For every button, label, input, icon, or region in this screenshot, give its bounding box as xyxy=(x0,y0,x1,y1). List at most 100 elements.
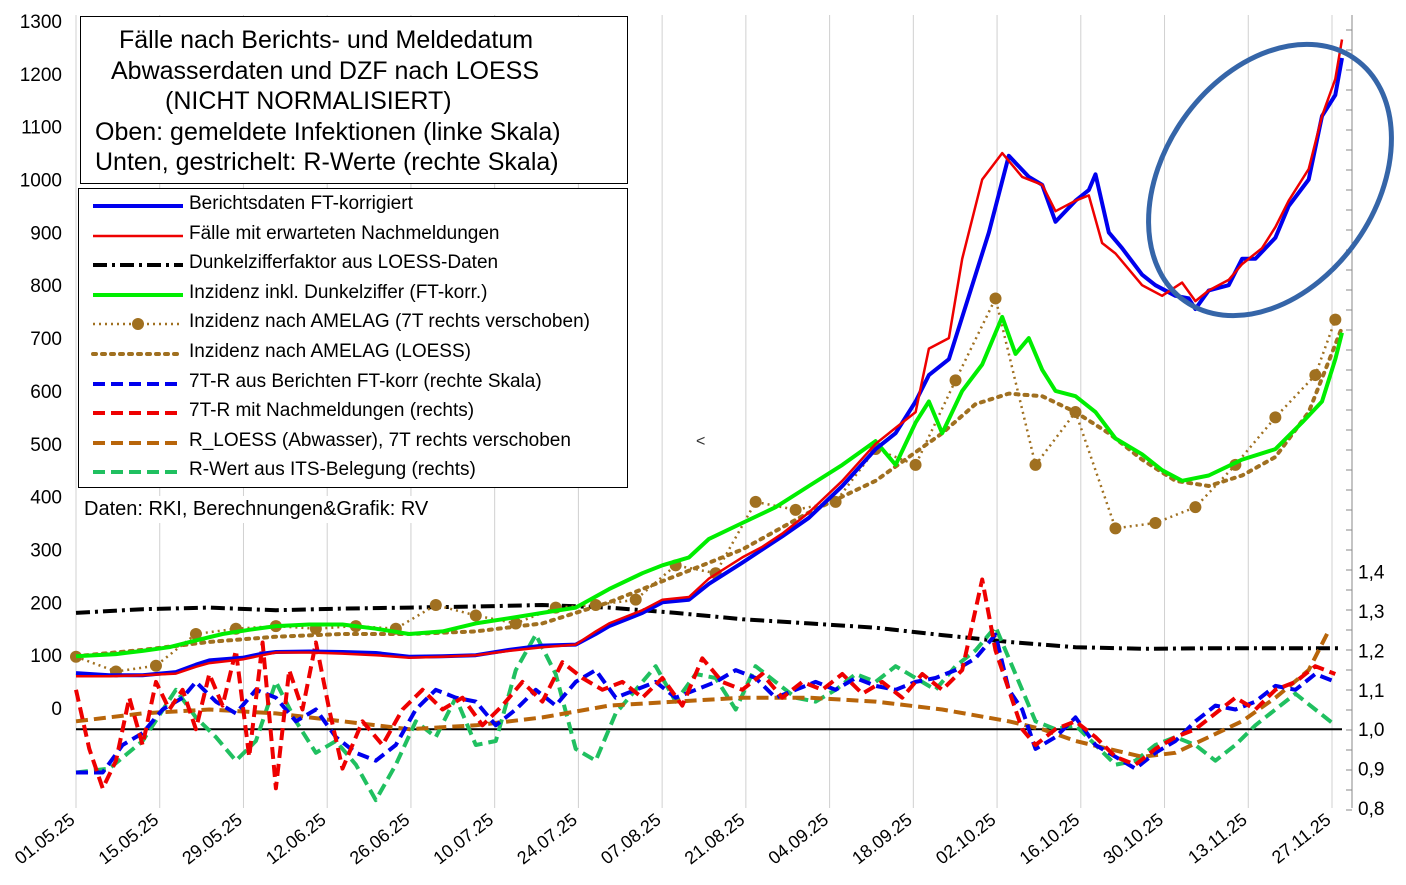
series-line xyxy=(75,297,1337,673)
legend-label: Inzidenz inkl. Dunkelziffer (FT-korr.) xyxy=(189,281,488,303)
title-line-3: (NICHT NORMALISIERT) xyxy=(165,87,452,115)
legend-swatch xyxy=(91,352,185,356)
series-marker xyxy=(909,458,922,471)
series-marker xyxy=(469,609,482,622)
title-line-2: Abwasserdaten und DZF nach LOESS xyxy=(111,56,540,85)
series-line xyxy=(75,314,1344,659)
series-marker xyxy=(1189,501,1202,514)
left-tick-label: 300 xyxy=(30,540,62,561)
legend-item: 7T-R mit Nachmeldungen (rechts) xyxy=(79,398,627,427)
left-tick-label: 1000 xyxy=(20,171,62,192)
legend-swatch xyxy=(93,470,183,475)
series-line xyxy=(76,39,1344,678)
series-marker xyxy=(429,598,442,611)
legend-label: R_LOESS (Abwasser), 7T rechts verschoben xyxy=(189,429,571,451)
x-tick-label: 18.09.25 xyxy=(848,809,916,868)
series-marker xyxy=(1029,458,1042,471)
series-marker xyxy=(629,593,642,606)
right-tick-label: 1,0 xyxy=(1358,720,1384,741)
series-marker xyxy=(70,650,82,663)
legend-item: Inzidenz nach AMELAG (7T rechts verschob… xyxy=(79,309,627,338)
x-tick-label: 27.11.25 xyxy=(1268,809,1334,867)
title-line-1: Fälle nach Berichts- und Meldedatum xyxy=(119,26,534,54)
legend-label: Inzidenz nach AMELAG (7T rechts verschob… xyxy=(189,311,590,333)
series-marker xyxy=(149,659,162,672)
series-marker xyxy=(989,292,1002,305)
highlight-ellipse xyxy=(1146,41,1394,319)
x-tick-label: 13.11.25 xyxy=(1184,809,1250,867)
left-axis-tick-labels: 0 100 200 300 400 500 600 700 800 900 1000 1100 1200… xyxy=(20,12,62,720)
series-marker xyxy=(789,503,802,516)
legend-label: 7T-R mit Nachmeldungen (rechts) xyxy=(189,400,475,422)
x-axis-tick-labels: 01.05.25 15.05.25 29.05.25 12.06.25 26.06.25… xyxy=(11,809,1335,868)
legend-swatch xyxy=(93,263,183,268)
series-lines xyxy=(70,39,1344,803)
right-tick-label: 0,9 xyxy=(1358,760,1384,781)
left-tick-label: 1200 xyxy=(20,65,62,86)
title-line-5: Unten, gestrichelt: R-Werte (rechte Skal… xyxy=(95,148,559,176)
series-marker xyxy=(829,495,842,508)
series-marker xyxy=(589,598,602,611)
left-tick-label: 1100 xyxy=(21,118,62,139)
legend-item: Berichtsdaten FT-korrigiert xyxy=(79,191,627,220)
left-tick-label: 200 xyxy=(30,593,62,614)
legend-item: 7T-R aus Berichten FT-korr (rechte Skala… xyxy=(79,369,627,398)
right-tick-label: 1,4 xyxy=(1358,563,1385,584)
legend-label: Inzidenz nach AMELAG (LOESS) xyxy=(189,341,471,362)
x-tick-label: 04.09.25 xyxy=(765,809,833,868)
right-tick-label: 0,8 xyxy=(1358,799,1384,820)
left-tick-label: 800 xyxy=(30,276,62,297)
x-tick-label: 30.10.25 xyxy=(1099,809,1167,868)
legend-item: R-Wert aus ITS-Belegung (rechts) xyxy=(79,457,627,486)
x-tick-label: 12.06.25 xyxy=(262,809,330,868)
legend-swatch xyxy=(93,381,183,386)
x-tick-label: 21.08.25 xyxy=(681,809,749,868)
right-tick-label: 1,2 xyxy=(1358,641,1384,662)
left-tick-label: 700 xyxy=(30,329,62,350)
x-tick-label: 24.07.25 xyxy=(513,809,581,868)
x-tick-label: 26.06.25 xyxy=(346,809,414,868)
series-line xyxy=(74,325,1344,659)
series-marker xyxy=(1309,369,1322,382)
legend-swatch xyxy=(93,292,183,297)
left-tick-label: 100 xyxy=(30,646,62,667)
title-line-4: Oben: gemeldete Infektionen (linke Skala… xyxy=(95,117,561,146)
annotation-mark: < xyxy=(696,433,705,450)
left-tick-label: 1300 xyxy=(20,12,62,33)
series-marker xyxy=(509,617,522,630)
series-line xyxy=(75,629,1331,759)
legend-label: Fälle mit erwarteten Nachmeldungen xyxy=(189,222,500,244)
series-marker xyxy=(1329,313,1342,326)
legend-swatch xyxy=(93,318,183,331)
x-tick-label: 07.08.25 xyxy=(597,809,665,868)
legend-item: R_LOESS (Abwasser), 7T rechts verschoben xyxy=(79,428,627,457)
legend-swatch xyxy=(93,234,183,237)
right-tick-label: 1,3 xyxy=(1358,602,1384,623)
left-tick-label: 900 xyxy=(30,223,62,244)
left-tick-label: 400 xyxy=(30,488,62,509)
x-tick-label: 01.05.25 xyxy=(11,809,79,868)
series-marker xyxy=(1109,522,1122,535)
series-marker xyxy=(1269,411,1282,424)
legend: Berichtsdaten FT-korrigiert Fälle mit erw… xyxy=(78,188,628,488)
source-note: Daten: RKI, Berechnungen&Grafik: RV xyxy=(78,496,435,523)
legend-item: Inzidenz inkl. Dunkelziffer (FT-korr.) xyxy=(79,280,627,309)
chart-title-box: Fälle nach Berichts- und Meldedatum Abwa… xyxy=(80,16,628,184)
series-line xyxy=(75,603,1342,651)
right-axis-tick-labels: 0,8 0,9 1,0 1,1 1,2 1,3 1,4 xyxy=(1358,563,1385,820)
series-marker xyxy=(1069,406,1082,419)
legend-swatch xyxy=(93,440,183,445)
series-marker xyxy=(749,495,762,508)
x-tick-label: 10.07.25 xyxy=(430,809,498,868)
x-tick-label: 15.05.25 xyxy=(95,809,163,868)
x-tick-label: 16.10.25 xyxy=(1016,809,1084,868)
legend-label: 7T-R aus Berichten FT-korr (rechte Skala… xyxy=(189,370,542,392)
legend-item: Inzidenz nach AMELAG (LOESS) xyxy=(79,339,627,368)
left-tick-label: 0 xyxy=(51,699,62,720)
series-line xyxy=(75,624,1337,803)
series-marker xyxy=(1149,517,1162,530)
x-tick-label: 29.05.25 xyxy=(178,809,246,868)
legend-item: Dunkelzifferfaktor aus LOESS-Daten xyxy=(79,250,627,279)
series-marker xyxy=(949,374,962,387)
